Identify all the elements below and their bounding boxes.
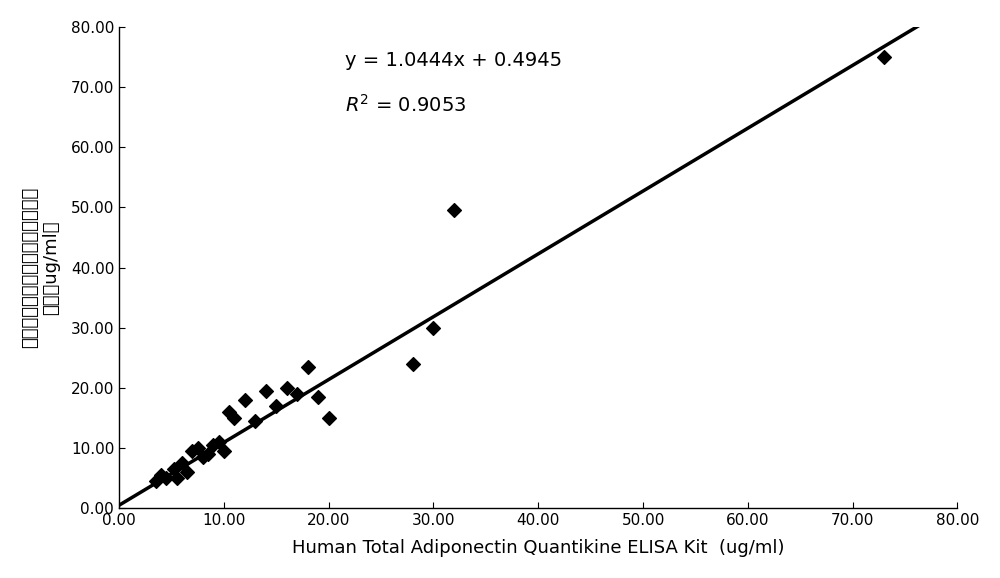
Point: [195, 453, 211, 462]
Point: [247, 416, 263, 425]
Point: [184, 446, 200, 455]
Point: [205, 440, 221, 450]
Text: y = 1.0444x + 0.4945: y = 1.0444x + 0.4945: [345, 51, 563, 70]
Point: [148, 476, 164, 486]
Point: [221, 407, 237, 417]
Point: [237, 395, 253, 405]
Point: [289, 389, 305, 398]
Point: [190, 443, 206, 453]
Point: [166, 465, 182, 474]
X-axis label: Human Total Adiponectin Quantikine ELISA Kit  (ug/ml): Human Total Adiponectin Quantikine ELISA…: [292, 539, 785, 557]
Text: $R^2$ = 0.9053: $R^2$ = 0.9053: [345, 94, 467, 116]
Point: [216, 446, 232, 455]
Point: [153, 470, 169, 480]
Y-axis label: 脂联素磁微粒化学发光免疫分析试
剂盒（ug/ml）: 脂联素磁微粒化学发光免疫分析试 剂盒（ug/ml）: [21, 187, 60, 348]
Point: [174, 458, 190, 468]
Point: [268, 401, 284, 410]
Point: [158, 473, 174, 483]
Point: [300, 362, 316, 372]
Point: [279, 383, 295, 392]
Point: [321, 413, 337, 423]
Point: [226, 413, 242, 423]
Point: [405, 359, 421, 368]
Point: [310, 392, 326, 402]
Point: [446, 206, 462, 215]
Point: [876, 52, 892, 61]
Point: [425, 323, 441, 332]
Point: [211, 438, 227, 447]
Point: [200, 450, 216, 459]
Point: [179, 468, 195, 477]
Point: [169, 473, 185, 483]
Point: [258, 386, 274, 395]
